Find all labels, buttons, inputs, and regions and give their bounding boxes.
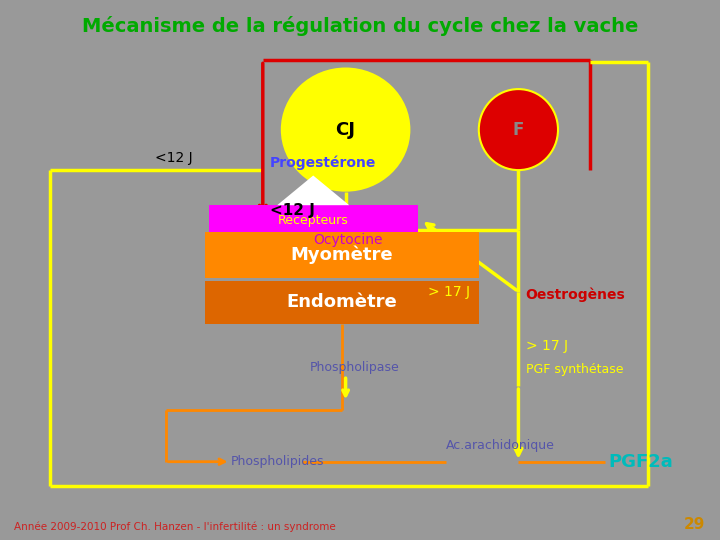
Text: Mécanisme de la régulation du cycle chez la vache: Mécanisme de la régulation du cycle chez… <box>82 16 638 36</box>
Text: Phospholipase: Phospholipase <box>310 361 400 374</box>
Ellipse shape <box>281 68 410 192</box>
Text: > 17 J: > 17 J <box>526 339 567 353</box>
Text: Ocytocine: Ocytocine <box>313 233 383 247</box>
FancyBboxPatch shape <box>205 232 479 278</box>
Text: Myomètre: Myomètre <box>291 246 393 265</box>
Text: Progestérone: Progestérone <box>270 156 377 170</box>
Text: CJ: CJ <box>336 120 356 139</box>
Text: <12 J: <12 J <box>270 202 315 218</box>
Text: Récepteurs: Récepteurs <box>278 213 348 227</box>
Text: Phospholipides: Phospholipides <box>230 455 324 468</box>
Text: 29: 29 <box>684 517 706 532</box>
Polygon shape <box>277 176 349 205</box>
FancyBboxPatch shape <box>209 205 418 235</box>
Text: PGF2a: PGF2a <box>608 453 673 471</box>
Text: Ac.arachidonique: Ac.arachidonique <box>446 439 555 452</box>
Text: <12 J: <12 J <box>155 151 192 165</box>
FancyBboxPatch shape <box>205 281 479 324</box>
Text: Endomètre: Endomètre <box>287 293 397 312</box>
Text: Oestrogènes: Oestrogènes <box>526 287 626 301</box>
Text: PGF synthétase: PGF synthétase <box>526 363 623 376</box>
Text: Année 2009-2010 Prof Ch. Hanzen - l'infertilité : un syndrome: Année 2009-2010 Prof Ch. Hanzen - l'infe… <box>14 522 336 532</box>
Text: F: F <box>513 120 524 139</box>
Text: > 17 J: > 17 J <box>428 285 470 299</box>
Ellipse shape <box>479 89 558 170</box>
